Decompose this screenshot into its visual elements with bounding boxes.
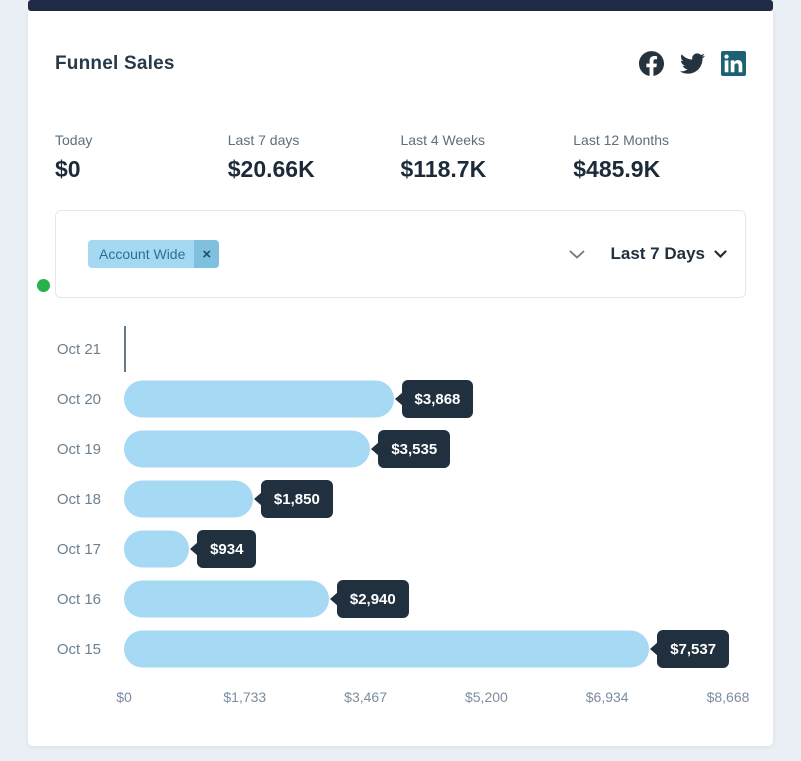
chart-row: Oct 19 $3,535	[55, 424, 746, 474]
stat-value: $485.9K	[573, 156, 661, 182]
bar[interactable]	[124, 480, 253, 518]
category-label: Oct 15	[56, 640, 101, 658]
account-select[interactable]: Account Wide ×	[88, 240, 599, 268]
category-label: Oct 17	[56, 540, 101, 558]
filter-bar: Account Wide × Last 7 Days	[55, 210, 746, 298]
value-label: $934	[197, 530, 257, 568]
bar[interactable]	[124, 380, 394, 418]
x-tick-label: $0	[116, 689, 132, 705]
stats-row: Today $0 Last 7 days $20.66K Last 4 Week…	[55, 132, 746, 183]
stat-value: $118.7K	[400, 156, 487, 182]
page-title: Funnel Sales	[55, 52, 175, 74]
bar[interactable]	[124, 580, 329, 618]
chart-row: Oct 20 $3,868	[55, 374, 746, 424]
green-dot-indicator	[37, 279, 50, 292]
x-tick-label: $6,934	[585, 689, 629, 705]
funnel-sales-bar-chart: Oct 21 Oct 20 $3,868 Oct 19 $3,535 Oct 18 $1,8…	[55, 324, 749, 707]
value-label: $3,868	[401, 380, 474, 418]
category-label: Oct 21	[56, 340, 101, 358]
row-plot: $934	[124, 524, 728, 574]
category-label: Oct 19	[56, 440, 101, 458]
top-dark-strip	[28, 0, 773, 11]
y-axis-line	[124, 326, 126, 372]
date-range-dropdown[interactable]: Last 7 Days	[611, 244, 728, 264]
row-plot: $3,868	[124, 374, 728, 424]
twitter-icon[interactable]	[680, 51, 705, 76]
x-tick-label: $8,668	[706, 689, 750, 705]
value-label: $1,850	[260, 480, 333, 518]
bar[interactable]	[124, 430, 371, 468]
stat-label: Last 7 days	[227, 132, 300, 148]
row-plot: $7,537	[124, 624, 730, 674]
card-header: Funnel Sales	[55, 11, 746, 76]
category-label: Oct 20	[56, 390, 101, 408]
value-label: $3,535	[378, 430, 451, 468]
bar[interactable]	[124, 530, 190, 568]
bar[interactable]	[124, 630, 650, 668]
row-plot: $2,940	[124, 574, 728, 624]
stat-value: $0	[55, 156, 81, 182]
stat-value: $20.66K	[227, 156, 315, 182]
linkedin-icon[interactable]	[721, 51, 746, 76]
funnel-sales-card: Funnel Sales Today $0 Last 7 days $20.66…	[28, 11, 773, 746]
chip-label: Account Wide	[99, 246, 186, 262]
stat-label: Last 12 Months	[573, 132, 669, 148]
row-plot	[124, 324, 728, 374]
value-label: $7,537	[657, 630, 730, 668]
filter-chip-account-wide[interactable]: Account Wide ×	[88, 240, 220, 268]
chart-row: Oct 17 $934	[55, 524, 746, 574]
date-range-label: Last 7 Days	[610, 244, 706, 263]
chart-row: Oct 16 $2,940	[55, 574, 746, 624]
x-tick-label: $1,733	[223, 689, 267, 705]
chevron-down-icon	[714, 250, 727, 258]
chart-rows: Oct 21 Oct 20 $3,868 Oct 19 $3,535 Oct 18 $1,8…	[55, 324, 746, 674]
x-tick-label: $5,200	[464, 689, 508, 705]
stat-label: Today	[55, 132, 93, 148]
chevron-down-icon[interactable]	[569, 250, 585, 259]
stat-today: Today $0	[55, 132, 228, 183]
facebook-icon[interactable]	[639, 51, 664, 76]
stat-last-12-months: Last 12 Months $485.9K	[573, 132, 746, 183]
stat-last-4-weeks: Last 4 Weeks $118.7K	[401, 132, 574, 183]
x-tick-label: $3,467	[344, 689, 388, 705]
chip-remove-icon[interactable]: ×	[194, 240, 220, 268]
row-plot: $1,850	[124, 474, 728, 524]
chart-row: Oct 15 $7,537	[55, 624, 746, 674]
social-icons	[639, 51, 746, 76]
row-plot: $3,535	[124, 424, 728, 474]
x-axis: $0 $1,733 $3,467 $5,200 $6,934 $8,668	[116, 689, 749, 707]
value-label: $2,940	[336, 580, 409, 618]
chart-row: Oct 21	[55, 324, 746, 374]
category-label: Oct 18	[56, 490, 101, 508]
stat-last-7-days: Last 7 days $20.66K	[228, 132, 401, 183]
category-label: Oct 16	[56, 590, 101, 608]
stat-label: Last 4 Weeks	[400, 132, 486, 148]
chart-row: Oct 18 $1,850	[55, 474, 746, 524]
